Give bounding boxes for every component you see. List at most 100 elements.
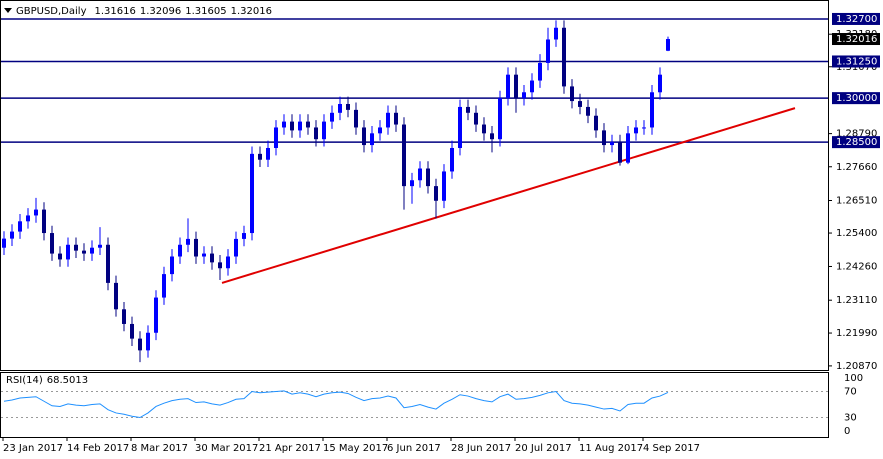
y-tick-label: 1.23110 — [836, 295, 877, 306]
candle-body — [498, 98, 502, 140]
x-tick-label: 6 Jun 2017 — [387, 443, 441, 454]
level-label-box — [832, 92, 880, 105]
candle-body — [226, 256, 230, 269]
level-label-box — [832, 12, 880, 25]
candle-body — [50, 233, 54, 254]
candle-body — [154, 297, 158, 333]
candle-body — [426, 168, 430, 187]
candle-body — [466, 106, 470, 113]
candle-body — [178, 244, 182, 257]
header-close: 1.32016 — [231, 6, 272, 17]
candle-body — [330, 112, 334, 122]
candle-body — [538, 62, 542, 81]
candle-body — [122, 309, 126, 324]
candle-body — [578, 101, 582, 107]
header-low: 1.31605 — [185, 6, 226, 17]
candle-body — [562, 27, 566, 87]
candle-body — [210, 253, 214, 263]
candle-body — [58, 253, 62, 260]
candle-body — [130, 323, 134, 339]
candle-body — [610, 142, 614, 146]
candle-body — [106, 244, 110, 283]
x-tick-label: 15 May 2017 — [323, 443, 388, 454]
candle-body — [74, 244, 78, 251]
candle-body — [434, 186, 438, 201]
current-price-box — [832, 33, 880, 46]
candle-body — [18, 221, 22, 232]
y-tick-label: 1.21990 — [836, 328, 877, 339]
rsi-tick-label: 30 — [844, 413, 857, 424]
candle-body — [282, 121, 286, 128]
candle-body — [442, 171, 446, 201]
level-label: 1.30000 — [836, 93, 877, 104]
candle-body — [626, 133, 630, 163]
candle-body — [482, 124, 486, 134]
candle-body — [138, 338, 142, 351]
level-label-box — [832, 136, 880, 149]
candle-body — [586, 106, 590, 116]
candle-body — [314, 127, 318, 140]
candle-body — [82, 250, 86, 254]
candle-body — [458, 106, 462, 148]
rsi-title: RSI(14) 68.5013 — [6, 375, 88, 386]
candle-body — [658, 74, 662, 93]
candle-body — [450, 147, 454, 172]
level-label: 1.28500 — [836, 137, 877, 148]
y-tick-label: 1.20870 — [836, 361, 877, 372]
candle-body — [306, 121, 310, 128]
candle-body — [474, 112, 478, 125]
candle-body — [522, 92, 526, 99]
y-tick-label: 1.28790 — [836, 129, 877, 140]
level-label: 1.32700 — [836, 14, 877, 25]
candle-body — [346, 104, 350, 110]
rsi-panel-frame — [0, 372, 829, 438]
y-tick-label: 1.24260 — [836, 261, 877, 272]
candle-body — [642, 127, 646, 129]
candle-body — [26, 215, 30, 222]
rsi-tick-label: 0 — [844, 426, 850, 437]
level-label: 1.31250 — [836, 56, 877, 67]
symbol: GBPUSD,Daily — [16, 6, 87, 17]
main-panel-frame — [0, 0, 829, 371]
candle-body — [490, 133, 494, 140]
candle-body — [266, 147, 270, 160]
candle-body — [322, 121, 326, 140]
x-tick-label: 8 Mar 2017 — [131, 443, 188, 454]
rsi-tick-label: 70 — [844, 387, 857, 398]
candle-body — [274, 127, 278, 148]
candle-body — [402, 124, 406, 187]
candle-body — [546, 39, 550, 63]
candle-body — [618, 142, 622, 163]
candle-body — [42, 209, 46, 234]
candle-body — [666, 39, 670, 51]
header-high: 1.32096 — [140, 6, 181, 17]
candle-body — [162, 274, 166, 298]
candle-body — [362, 127, 366, 146]
candle-body — [10, 231, 14, 239]
candle-body — [418, 168, 422, 181]
candle-body — [378, 127, 382, 134]
candle-body — [594, 115, 598, 131]
header-marker — [4, 8, 12, 13]
candle-body — [242, 233, 246, 239]
current-price-label: 1.32016 — [836, 34, 877, 45]
candle-body — [186, 238, 190, 245]
candle-body — [290, 121, 294, 131]
x-tick-label: 30 Mar 2017 — [195, 443, 258, 454]
candle-body — [66, 244, 70, 260]
candle-body — [634, 127, 638, 134]
candle-body — [90, 247, 94, 254]
rsi-last-value: 68.5013 — [47, 375, 88, 386]
candle-body — [2, 238, 6, 248]
x-tick-label: 14 Feb 2017 — [67, 443, 129, 454]
y-tick-label: 1.25400 — [836, 228, 877, 239]
x-tick-label: 20 Jul 2017 — [515, 443, 572, 454]
candle-body — [258, 153, 262, 160]
x-tick-label: 11 Aug 2017 — [579, 443, 643, 454]
candle-body — [338, 104, 342, 113]
header-open: 1.31616 — [95, 6, 136, 17]
level-label-box — [832, 55, 880, 68]
x-tick-label: 4 Sep 2017 — [643, 443, 700, 454]
